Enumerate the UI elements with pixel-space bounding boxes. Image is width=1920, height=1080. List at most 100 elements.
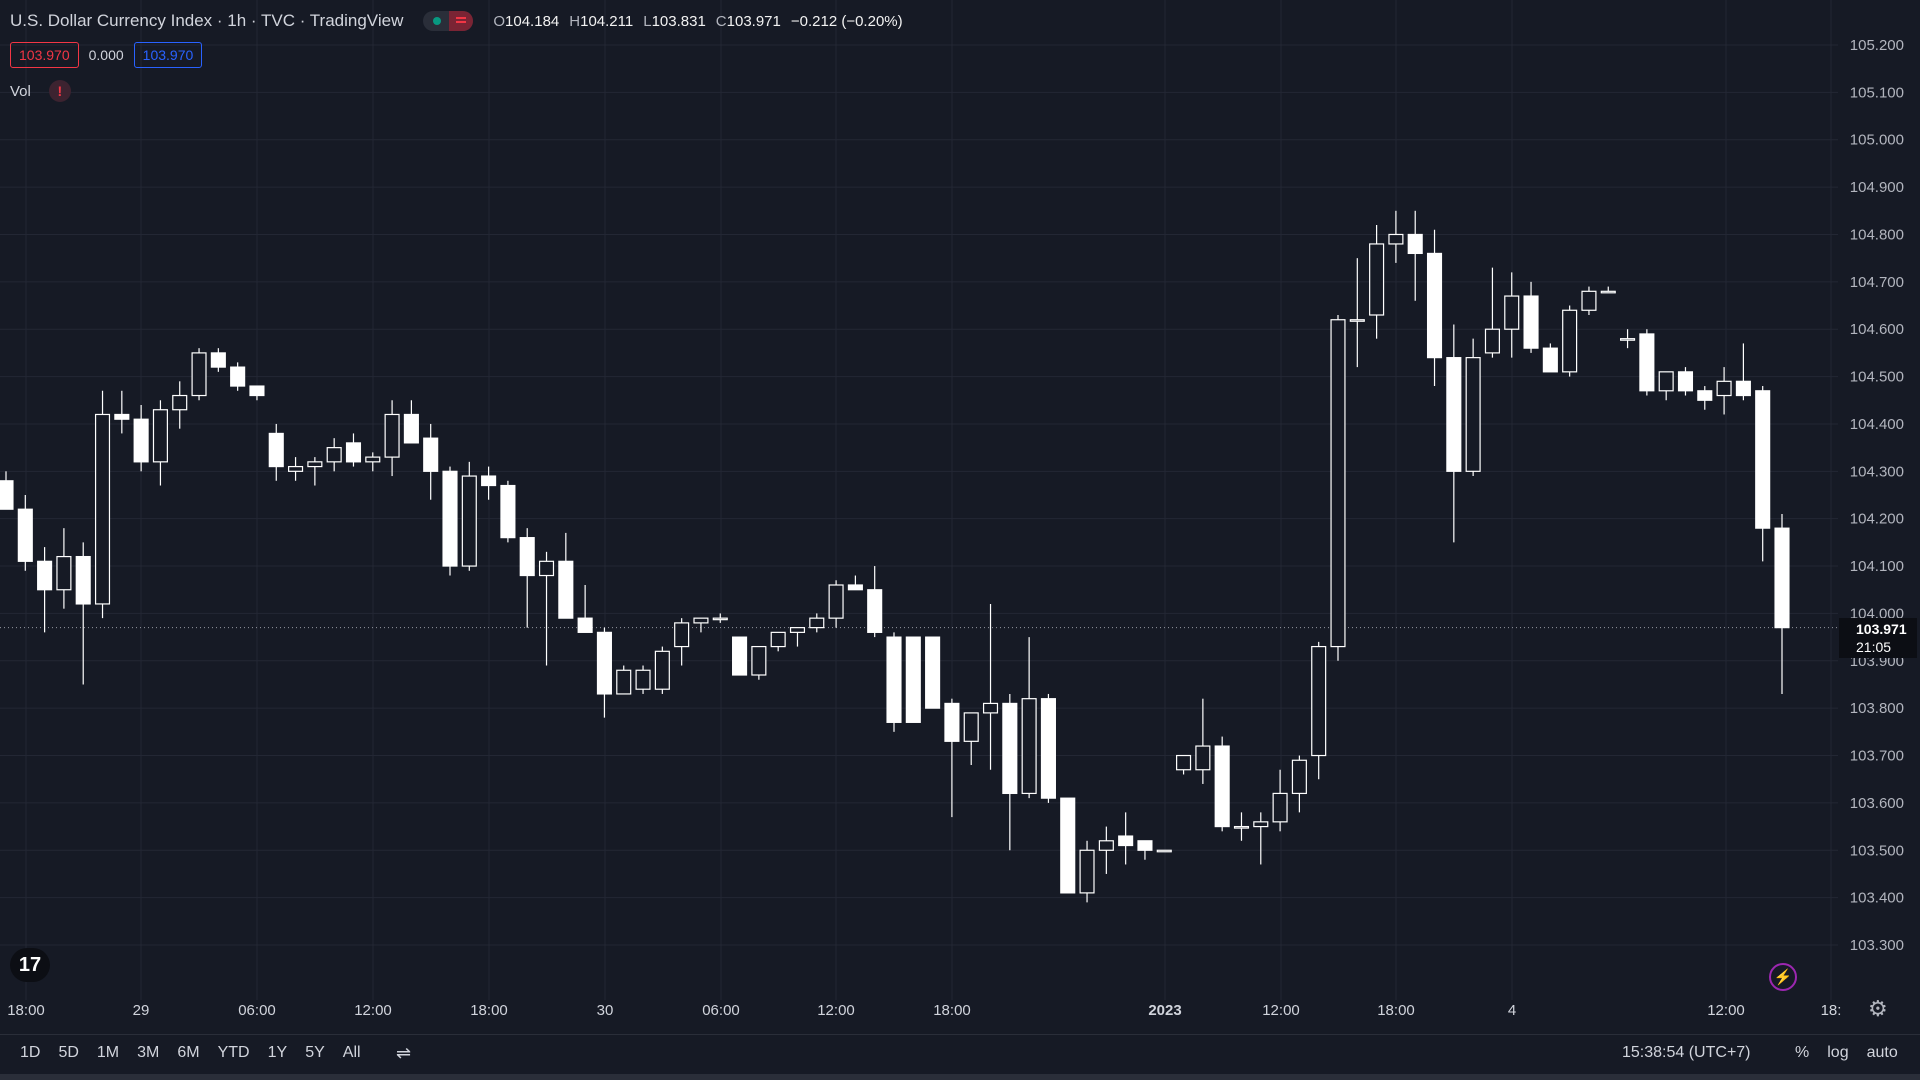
candle-body [1504, 295, 1520, 330]
y-tick-label: 105.200 [1850, 37, 1904, 54]
candle [770, 631, 786, 652]
candle-body [1465, 357, 1481, 472]
candle-body [365, 456, 381, 463]
candle [230, 362, 246, 391]
high-key: H [569, 12, 581, 30]
candle-body [693, 617, 709, 624]
candle [1484, 267, 1500, 358]
lightning-icon[interactable]: ⚡ [1769, 963, 1797, 991]
x-tick-label: 12:00 [354, 1002, 392, 1019]
range-button-all[interactable]: All [342, 1044, 361, 1061]
x-tick-label: 18:00 [933, 1002, 971, 1019]
candle [345, 433, 362, 467]
auto-scale-toggle[interactable]: auto [1866, 1044, 1898, 1061]
open-value: 104.184 [505, 12, 560, 30]
candle-body [442, 470, 458, 567]
market-status-icon[interactable] [423, 11, 474, 31]
range-button-6m[interactable]: 6M [177, 1044, 200, 1061]
candle [1311, 641, 1327, 780]
candle-body [751, 645, 767, 676]
candle [1446, 324, 1462, 543]
y-tick-label: 103.400 [1850, 890, 1904, 907]
candle [56, 528, 72, 609]
candle [1156, 849, 1172, 853]
scale-options: % log auto [1795, 1044, 1898, 1062]
candle [442, 466, 458, 576]
percent-scale-toggle[interactable]: % [1795, 1044, 1810, 1061]
exclamation-icon[interactable]: ! [48, 80, 71, 102]
candle-body [828, 584, 844, 619]
candle [365, 452, 381, 472]
candle [1021, 637, 1037, 799]
candle-body [674, 622, 690, 648]
high-value: 104.211 [580, 12, 634, 30]
candle [712, 613, 728, 623]
candle-body [577, 617, 593, 633]
candle [1774, 513, 1790, 694]
candle [461, 461, 477, 571]
candle-body [1677, 371, 1694, 392]
candle [1620, 329, 1636, 349]
candle [1098, 826, 1114, 874]
candle-body [210, 352, 226, 368]
candle-body [37, 560, 53, 591]
candle [307, 457, 323, 486]
range-button-1d[interactable]: 1D [20, 1044, 41, 1061]
candle-body [403, 413, 419, 444]
candle [1639, 329, 1655, 396]
candle-body [1600, 290, 1616, 294]
chart-title[interactable]: U.S. Dollar Currency Index · 1h · TVC · … [10, 11, 404, 30]
bottom-toolbar: 1D 5D 1M 3M 6M YTD 1Y 5Y All ⇌ 15:38:54 … [0, 1034, 1920, 1075]
candle [481, 466, 497, 500]
candle-body [230, 366, 246, 387]
time-axis[interactable]: 18:00 29 06:00 12:00 18:00 30 06:00 12:00 18:00 2… [7, 1002, 1841, 1019]
x-tick-label: 06:00 [702, 1002, 740, 1019]
candle-body [94, 413, 111, 605]
x-tick-label: 18: [1821, 1002, 1842, 1019]
candle-body [635, 669, 651, 690]
log-scale-toggle[interactable]: log [1827, 1044, 1849, 1061]
y-tick-label: 105.100 [1850, 84, 1904, 101]
candle-body [1040, 698, 1056, 799]
y-tick-label: 104.600 [1850, 321, 1904, 338]
x-tick-label: 2023 [1148, 1002, 1181, 1019]
gear-icon[interactable]: ⚙ [1868, 996, 1888, 1021]
timezone-clock[interactable]: 15:38:54 (UTC+7) [1622, 1044, 1751, 1061]
candle-body [307, 461, 323, 468]
range-button-1y[interactable]: 1Y [267, 1044, 288, 1061]
range-button-1m[interactable]: 1M [96, 1044, 120, 1061]
candle-body [1581, 290, 1597, 311]
price-axis[interactable]: 103.300 103.400 103.500 103.600 103.700 103.8… [1850, 37, 1904, 954]
candle [1542, 343, 1558, 373]
candle [732, 636, 748, 676]
candle [963, 712, 979, 765]
candle-body [1311, 645, 1327, 757]
volume-indicator[interactable]: Vol ! [10, 80, 71, 102]
candle [1040, 693, 1056, 803]
candle-body [114, 413, 130, 420]
compare-icon[interactable]: ⇌ [396, 1043, 412, 1063]
x-tick-label: 18:00 [1377, 1002, 1415, 1019]
candle-body [1176, 754, 1192, 771]
x-tick-label: 12:00 [817, 1002, 855, 1019]
range-button-ytd[interactable]: YTD [217, 1044, 250, 1061]
range-button-3m[interactable]: 3M [137, 1044, 160, 1061]
candle-body [1272, 792, 1288, 823]
candle-body [789, 627, 806, 633]
range-button-5d[interactable]: 5D [58, 1044, 79, 1061]
candle-body [1562, 309, 1578, 373]
candle [268, 423, 284, 481]
candle [249, 385, 265, 401]
candle-body [500, 484, 516, 539]
candle-body [596, 631, 612, 695]
tradingview-logo-icon[interactable]: 17 [10, 948, 50, 982]
last-price-badge: 103.971 21:05 [1839, 618, 1917, 658]
buy-button[interactable]: 103.970 [133, 42, 203, 68]
candle [886, 632, 902, 732]
sell-button[interactable]: 103.970 [10, 42, 79, 68]
candle [635, 665, 651, 694]
candle [1214, 736, 1230, 832]
y-tick-label: 103.300 [1850, 937, 1904, 954]
range-button-5y[interactable]: 5Y [305, 1044, 325, 1061]
